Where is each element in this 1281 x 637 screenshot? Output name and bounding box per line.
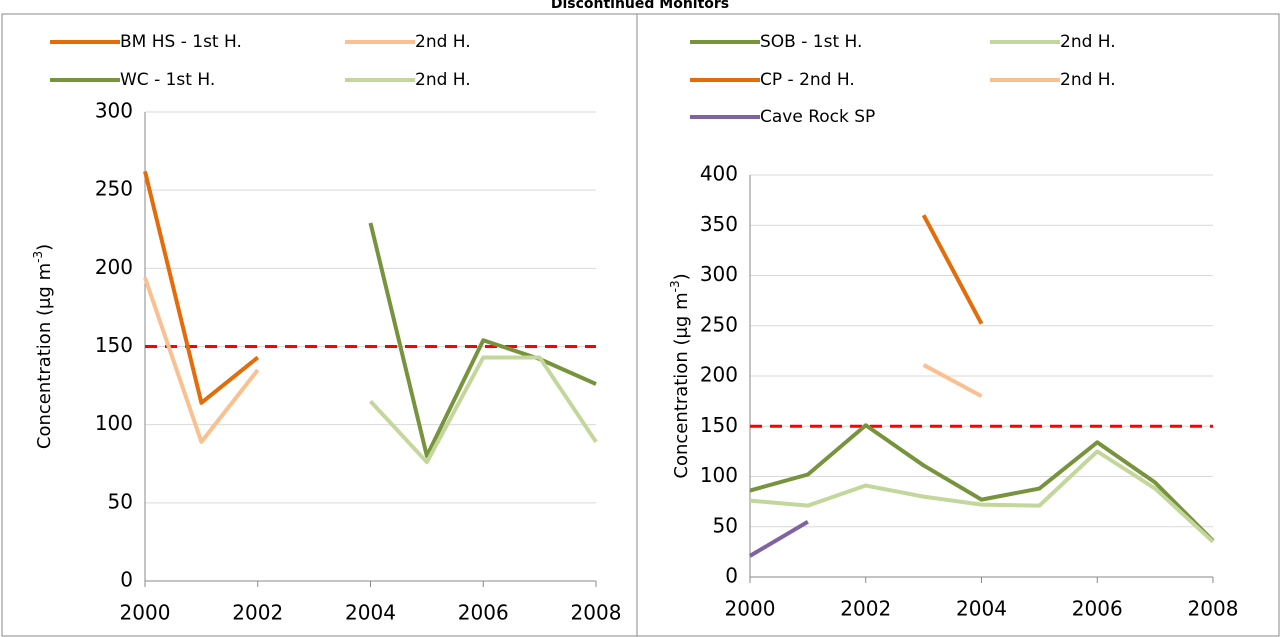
legend-label: Cave Rock SP [760,107,875,127]
y-tick-label: 50 [108,489,133,513]
series-line [143,277,260,444]
x-tick-label: 2008 [1188,597,1239,621]
y-tick-label: 0 [120,568,133,592]
series-line [749,449,1215,544]
legend-label: WC - 1st H. [120,70,215,90]
y-tick-label: 400 [700,162,738,186]
x-tick-label: 2006 [458,601,509,625]
y-label-sup: -3 [31,251,45,263]
series-line [368,222,597,458]
x-tick-label: 2004 [345,601,396,625]
y-axis-label: Concentration (μg m-3) [668,273,693,478]
y-label-end: ) [34,244,55,251]
series-line [369,355,598,465]
x-tick-label: 2002 [232,601,283,625]
series-line [921,214,984,325]
y-tick-label: 100 [95,411,133,435]
panel-right [636,13,1280,637]
y-tick-label: 200 [95,255,133,279]
y-tick-label: 250 [700,312,738,336]
y-axis-label: Concentration (μg m-3) [31,244,56,449]
y-tick-label: 150 [95,333,133,357]
y-label-main: Concentration (μg m [671,292,692,478]
legend-label: 2nd H. [1060,70,1116,90]
x-tick-label: 2000 [725,597,776,621]
x-tick-label: 2008 [571,601,622,625]
y-tick-label: 50 [713,513,738,537]
series-line [922,363,983,398]
y-label-sup: -3 [668,280,682,292]
y-tick-label: 150 [700,413,738,437]
y-tick-label: 0 [725,564,738,588]
x-tick-label: 2004 [956,597,1007,621]
y-tick-label: 300 [700,262,738,286]
x-tick-label: 2006 [1072,597,1123,621]
y-tick-label: 250 [95,177,133,201]
legend-label: 2nd H. [415,32,471,52]
series-line [748,520,809,558]
legend-label: 2nd H. [1060,32,1116,52]
legend-label: SOB - 1st H. [760,32,862,52]
y-label-main: Concentration (μg m [34,263,55,449]
legend-label: BM HS - 1st H. [120,32,242,52]
series-line [143,170,260,405]
series-line [749,423,1215,543]
x-tick-label: 2000 [120,601,171,625]
y-tick-label: 300 [95,99,133,123]
legend-label: 2nd H. [415,70,471,90]
y-label-end: ) [671,273,692,280]
y-tick-label: 200 [700,363,738,387]
page-title: Discontinued Monitors [551,0,729,12]
y-tick-label: 350 [700,212,738,236]
x-tick-label: 2002 [840,597,891,621]
y-tick-label: 100 [700,463,738,487]
legend-label: CP - 2nd H. [760,70,855,90]
